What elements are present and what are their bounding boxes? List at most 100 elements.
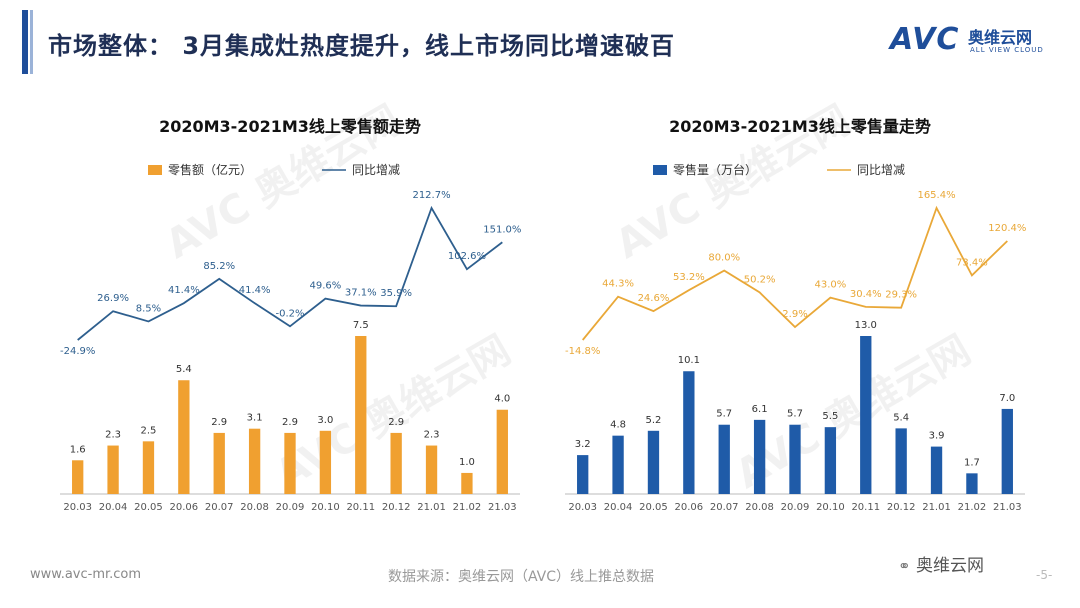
bar-value-label: 3.2: [575, 439, 591, 450]
bar-value-label: 4.0: [494, 394, 510, 405]
bar-value-label: 2.5: [141, 425, 157, 436]
line-value-label: 29.3%: [885, 290, 917, 301]
line-value-label: 212.7%: [412, 190, 450, 201]
x-tick-label: 20.03: [568, 502, 597, 513]
yoy-line: [77, 205, 503, 341]
bar: [824, 427, 837, 494]
logo-cn-name: 奥维云网: [968, 28, 1033, 47]
bar: [142, 441, 155, 494]
bar: [213, 432, 225, 494]
x-tick-label: 20.06: [170, 502, 199, 513]
x-tick-label: 20.09: [276, 502, 305, 513]
bar: [178, 380, 190, 494]
bar-value-label: 10.1: [678, 355, 700, 366]
retail-value-chart: 零售额（亿元） 同比增减 1.6 20.03 2.3 20.04 2.5 20.05 5.4 20…: [60, 162, 521, 513]
x-tick-label: 20.11: [346, 502, 375, 513]
legend-bar-label: 零售量（万台）: [673, 162, 757, 177]
page-title: 市场整体： 3月集成灶热度提升，线上市场同比增速破百: [48, 32, 676, 60]
line-value-label: 24.6%: [638, 293, 670, 304]
legend-line-label: 同比增减: [352, 163, 400, 177]
bar-value-label: 1.6: [70, 444, 86, 455]
bar: [789, 424, 801, 494]
bar-value-label: 2.3: [424, 430, 440, 441]
bar: [966, 473, 978, 494]
x-tick-label: 20.07: [205, 502, 234, 513]
x-tick-label: 20.10: [816, 502, 845, 513]
line-value-label: -0.2%: [275, 308, 304, 319]
x-tick-label: 20.08: [745, 502, 774, 513]
bar: [1001, 408, 1013, 494]
bar: [496, 409, 508, 494]
x-tick-label: 20.09: [781, 502, 810, 513]
bar-value-label: 5.4: [176, 364, 192, 375]
bar: [107, 445, 119, 494]
line-value-label: 73.4%: [956, 257, 988, 268]
bar-value-label: 6.1: [752, 404, 768, 415]
chart-title-retail-value: 2020M3-2021M3线上零售额走势: [159, 117, 421, 136]
bar: [72, 460, 84, 494]
line-value-label: 49.6%: [309, 281, 341, 292]
line-value-label: 165.4%: [917, 190, 955, 201]
bar-value-label: 2.9: [211, 417, 227, 428]
bar: [577, 455, 589, 494]
x-tick-label: 21.02: [453, 502, 482, 513]
footer-url: www.avc-mr.com: [30, 567, 142, 582]
bar: [319, 430, 332, 494]
bar-value-label: 13.0: [855, 320, 877, 331]
x-tick-label: 20.11: [851, 502, 880, 513]
bar-value-label: 7.0: [999, 393, 1015, 404]
line-value-label: 35.9%: [380, 288, 412, 299]
line-value-label: 151.0%: [483, 224, 521, 235]
line-value-label: 80.0%: [708, 253, 740, 264]
legend-bar-label: 零售额（亿元）: [168, 162, 252, 177]
x-tick-label: 20.12: [887, 502, 916, 513]
x-tick-label: 20.10: [311, 502, 340, 513]
yoy-line: [581, 205, 1008, 341]
bar: [647, 430, 660, 494]
bar-value-label: 7.5: [353, 320, 369, 331]
x-tick-label: 21.01: [922, 502, 951, 513]
line-value-label: 102.6%: [448, 251, 486, 262]
bar: [753, 419, 766, 494]
wechat-icon: ⚭: [898, 557, 911, 575]
header-accent-bar: [22, 10, 28, 74]
x-tick-label: 21.01: [417, 502, 446, 513]
line-value-label: 30.4%: [850, 289, 882, 300]
line-value-label: 43.0%: [814, 280, 846, 291]
footer-wechat: ⚭ 奥维云网: [898, 551, 984, 576]
bar: [718, 424, 730, 494]
bar-value-label: 2.9: [282, 417, 298, 428]
bar: [355, 336, 367, 494]
line-value-label: 41.4%: [239, 285, 271, 296]
bar-value-label: 3.0: [317, 415, 333, 426]
line-value-label: 8.5%: [136, 303, 161, 314]
x-tick-label: 21.02: [958, 502, 987, 513]
x-tick-label: 20.06: [675, 502, 704, 513]
chart-title-retail-volume: 2020M3-2021M3线上零售量走势: [669, 117, 931, 136]
bar: [895, 428, 907, 494]
x-tick-label: 20.05: [134, 502, 163, 513]
bar-value-label: 1.7: [964, 457, 980, 468]
legend-line-label: 同比增减: [857, 163, 905, 177]
bar: [284, 432, 296, 494]
line-value-label: -24.9%: [60, 346, 95, 357]
bar: [248, 428, 261, 494]
x-tick-label: 21.03: [488, 502, 517, 513]
line-value-label: 53.2%: [673, 272, 705, 283]
x-tick-label: 20.04: [604, 502, 633, 513]
bar-value-label: 5.5: [822, 411, 838, 422]
bar: [461, 472, 473, 494]
bar: [860, 336, 872, 494]
line-value-label: 85.2%: [203, 261, 235, 272]
bar-value-label: 5.7: [787, 409, 803, 420]
line-value-label: 44.3%: [602, 279, 634, 290]
line-value-label: -14.8%: [565, 346, 600, 357]
x-tick-label: 20.07: [710, 502, 739, 513]
legend-bar-swatch: [653, 165, 667, 175]
bar-value-label: 4.8: [610, 420, 626, 431]
footer-wechat-label: 奥维云网: [915, 556, 984, 576]
x-tick-label: 20.08: [240, 502, 269, 513]
page-number: -5-: [1036, 568, 1053, 582]
bar-value-label: 1.0: [459, 457, 475, 468]
line-value-label: 50.2%: [744, 274, 776, 285]
